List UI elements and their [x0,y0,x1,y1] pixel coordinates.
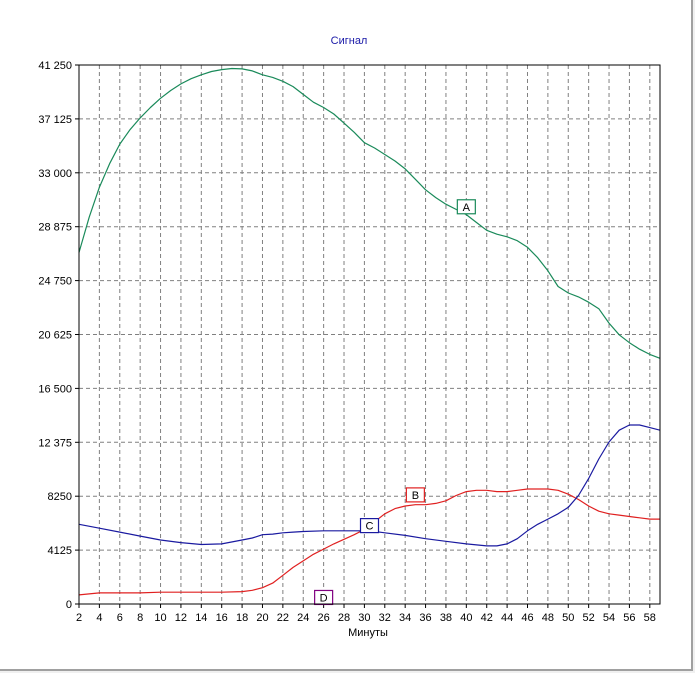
y-tick-label: 8250 [48,491,72,503]
x-tick-label: 12 [175,612,187,624]
marker-box [456,199,476,215]
x-tick-label: 32 [379,612,391,624]
x-tick-label: 36 [419,612,431,624]
marker-label: B [412,490,419,502]
y-tick-label: 12 375 [38,437,72,449]
x-tick-label: 38 [440,612,452,624]
y-tick-label: 4125 [48,545,72,557]
chart-title: Сигнал [331,35,368,47]
x-tick-label: 40 [460,612,472,624]
x-tick-label: 24 [297,612,309,624]
x-tick-label: 2 [76,612,82,624]
marker-c: C [359,517,380,534]
x-tick-label: 6 [117,612,123,624]
grid-lines [79,65,660,604]
y-tick-label: 20 625 [38,330,72,342]
marker-label: C [366,521,374,533]
x-tick-label: 14 [195,612,207,624]
x-tick-label: 28 [338,612,350,624]
y-tick-label: 37 125 [38,114,72,126]
x-tick-label: 46 [521,612,533,624]
series-lines [78,67,661,596]
x-tick-label: 58 [644,612,656,624]
series-markers: A B C D [314,199,476,606]
marker-box [405,487,425,503]
x-tick-label: 50 [562,612,574,624]
marker-d: D [314,589,334,606]
y-tick-label: 33 000 [38,168,72,180]
series-line-a [78,67,661,359]
x-tick-label: 52 [583,612,595,624]
marker-label: A [463,202,471,214]
y-tick-label: 41 250 [38,60,72,72]
x-tick-label: 54 [603,612,615,624]
x-axis: 2 4 6 8 10 12 14 16 18 20 22 24 26 28 30 32 34 36 38 40 42 44… [76,604,656,624]
x-tick-label: 20 [256,612,268,624]
y-tick-label: 28 875 [38,222,72,234]
x-tick-label: 18 [236,612,248,624]
y-tick-label: 24 750 [38,276,72,288]
y-tick-label: 0 [66,599,72,611]
marker-label: D [320,592,328,604]
x-tick-label: 8 [137,612,143,624]
x-tick-label: 48 [542,612,554,624]
x-tick-label: 30 [358,612,370,624]
x-axis-label: Минуты [348,627,388,639]
x-tick-label: 16 [216,612,228,624]
x-tick-label: 44 [501,612,513,624]
x-tick-label: 10 [154,612,166,624]
marker-a: A [456,199,476,215]
plot-border [78,64,661,605]
x-tick-label: 56 [623,612,635,624]
series-line-b [78,488,660,596]
x-tick-label: 4 [96,612,102,624]
x-tick-label: 34 [399,612,411,624]
x-tick-label: 22 [277,612,289,624]
marker-b: B [405,487,425,503]
marker-box [359,517,380,534]
y-tick-label: 16 500 [38,383,72,395]
y-axis: 0 4125 8250 12 375 16 500 20 625 24 750 28 875 3… [38,60,79,611]
x-tick-label: 26 [318,612,330,624]
series-line-c [78,424,661,547]
x-tick-label: 42 [481,612,493,624]
